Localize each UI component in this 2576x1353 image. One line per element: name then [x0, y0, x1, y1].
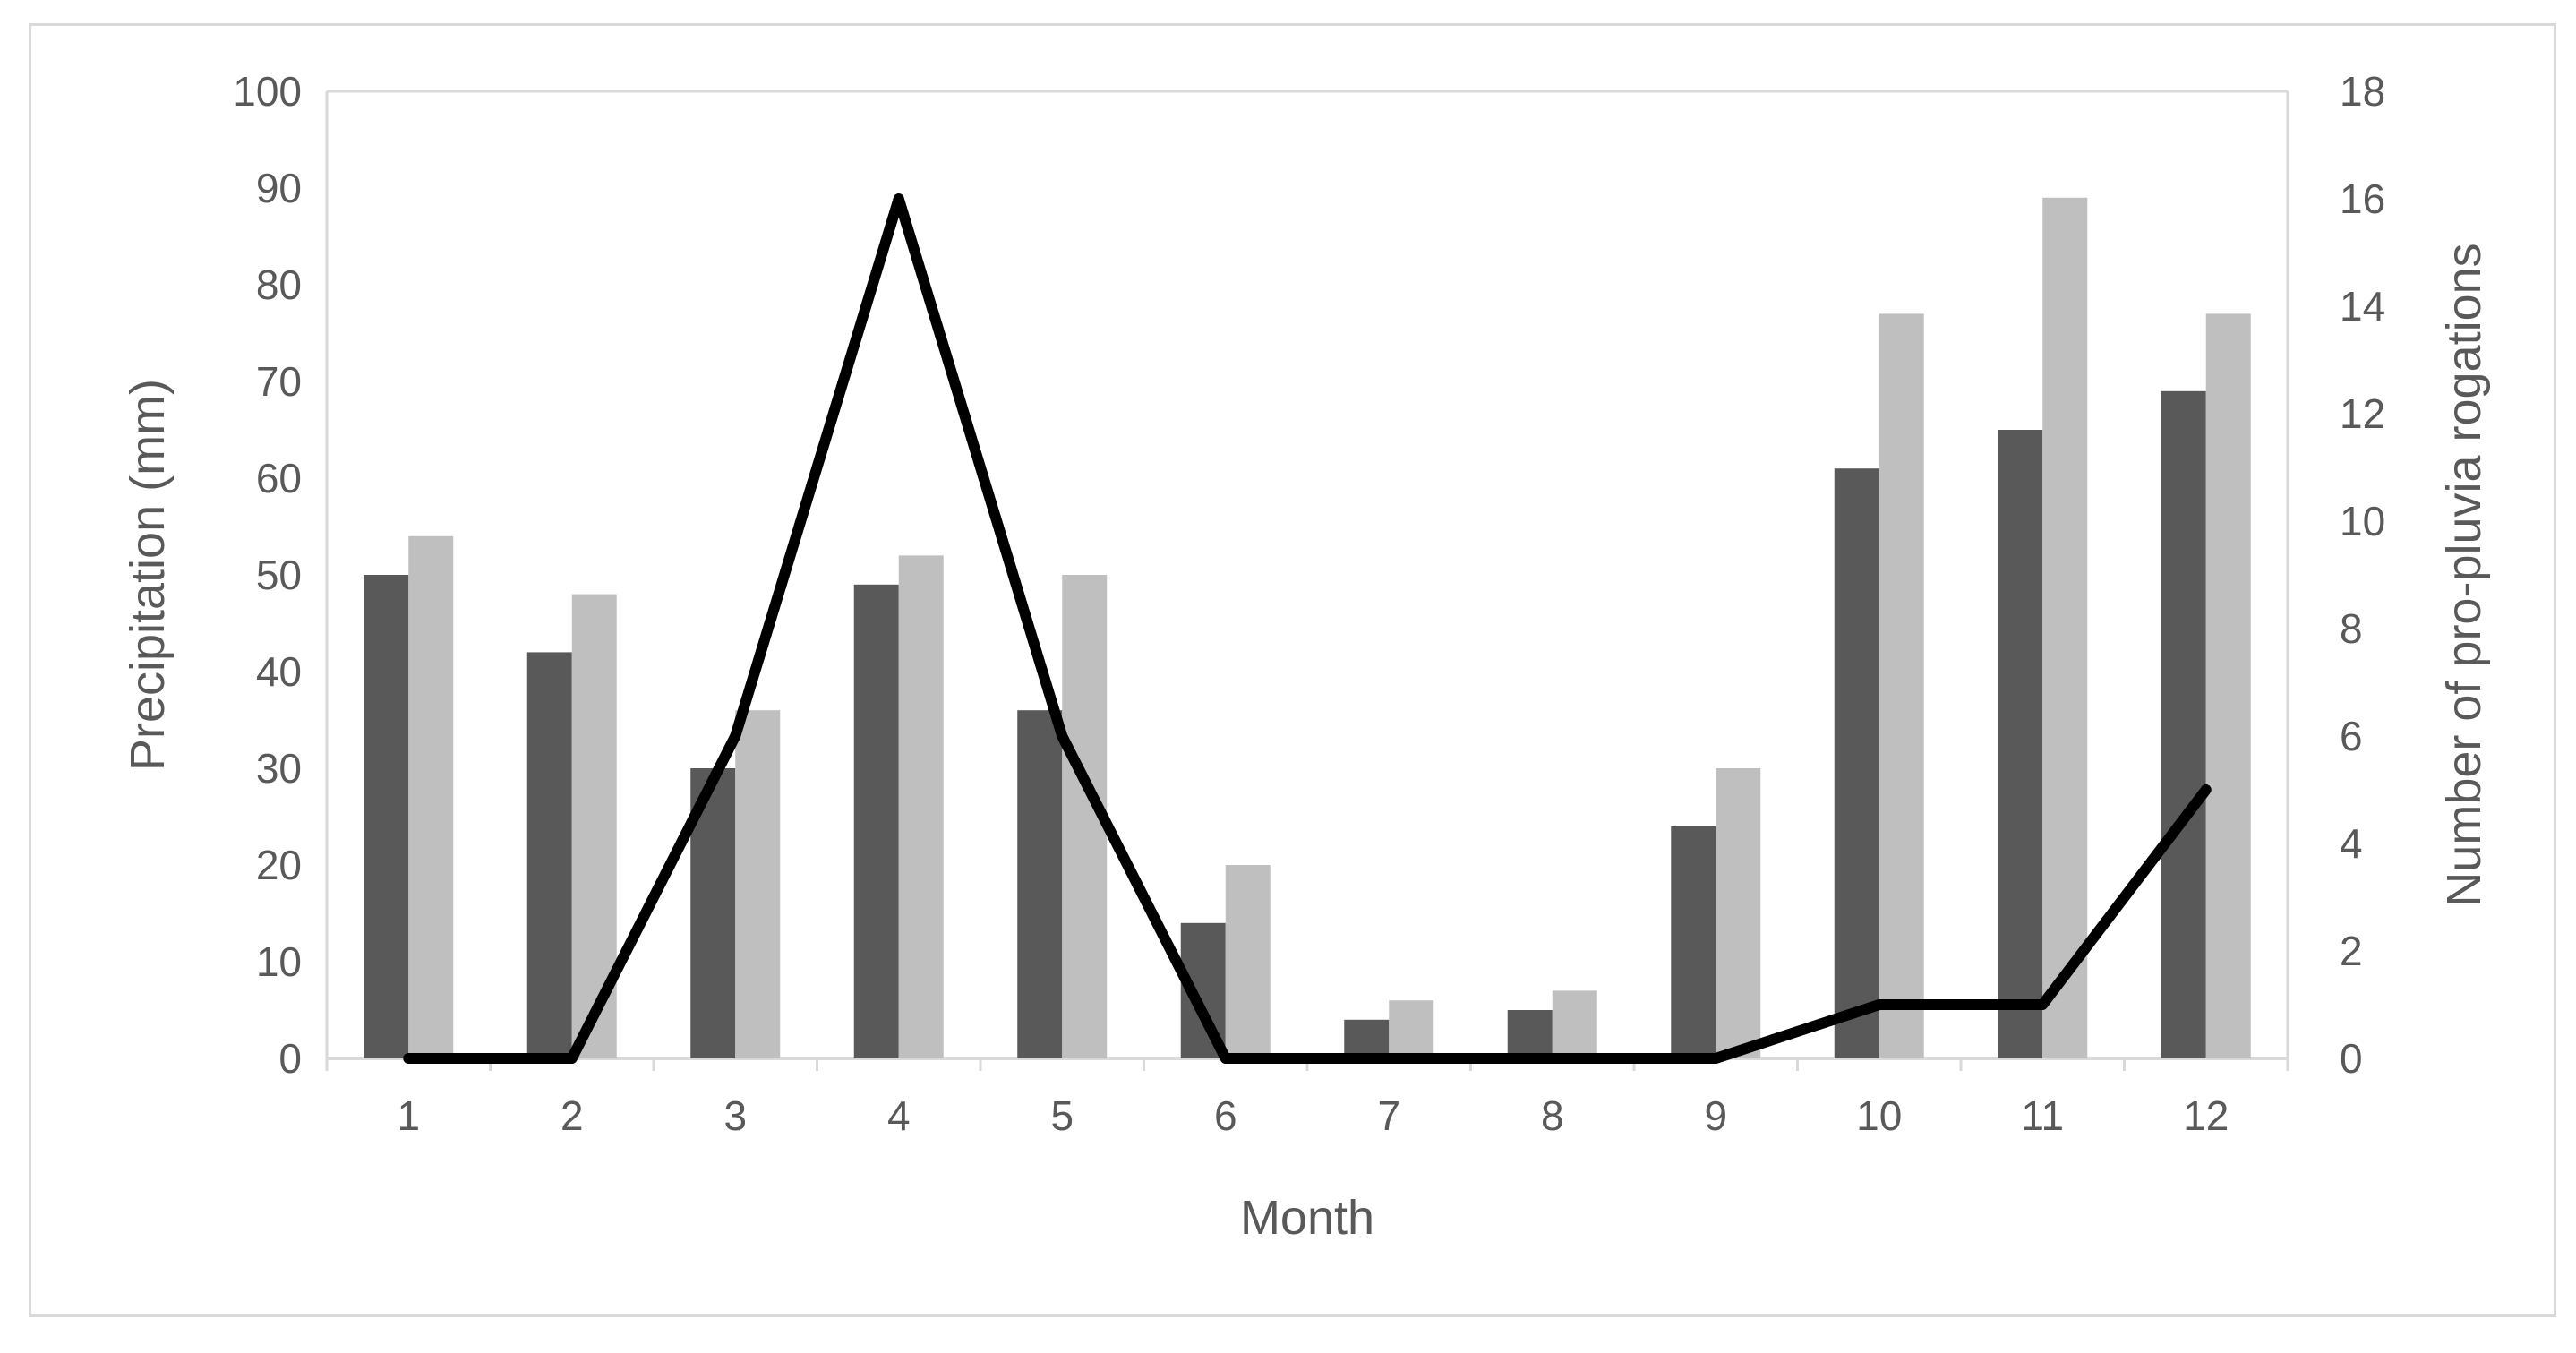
bars — [364, 197, 2251, 1059]
bar-series-1-month-7 — [1344, 1019, 1390, 1058]
right-tick-label: 4 — [2340, 820, 2363, 867]
bar-series-2-month-9 — [1716, 768, 1761, 1058]
bar-series-1-month-8 — [1507, 1010, 1553, 1058]
left-tick-label: 30 — [256, 745, 302, 792]
x-tick-label: 11 — [2021, 1092, 2064, 1139]
right-tick-label: 16 — [2340, 176, 2385, 222]
rogations-point-month-9 — [1715, 1058, 1717, 1059]
x-tick-label: 8 — [1541, 1092, 1564, 1139]
bar-series-2-month-6 — [1225, 865, 1271, 1058]
left-axis-ticks: 0 10 20 30 40 50 60 70 80 90 100 — [233, 68, 302, 1082]
bar-series-2-month-7 — [1389, 1000, 1434, 1058]
bar-series-1-month-2 — [526, 652, 572, 1058]
x-axis-title: Month — [1240, 1191, 1374, 1245]
right-tick-label: 6 — [2340, 713, 2363, 759]
rogations-point-month-6 — [1224, 1058, 1227, 1059]
bar-series-2-month-1 — [408, 535, 454, 1058]
rogations-point-month-2 — [570, 1058, 573, 1059]
right-axis-ticks: 0 2 4 6 8 10 12 14 16 18 — [2340, 68, 2385, 1082]
right-tick-label: 14 — [2340, 283, 2385, 330]
right-tick-label: 2 — [2340, 928, 2363, 974]
left-tick-label: 40 — [256, 648, 302, 695]
right-tick-label: 0 — [2340, 1035, 2363, 1082]
right-tick-label: 10 — [2340, 498, 2385, 544]
x-tick-label: 10 — [1856, 1092, 1902, 1139]
x-tick-label: 3 — [723, 1092, 747, 1139]
rogations-point-month-5 — [1061, 735, 1064, 737]
rogations-point-month-11 — [2041, 1004, 2044, 1006]
x-tick-label: 12 — [2183, 1092, 2229, 1139]
rogations-point-month-12 — [2204, 789, 2207, 791]
right-tick-label: 18 — [2340, 68, 2385, 115]
bar-series-1-month-4 — [853, 584, 899, 1058]
right-axis-title: Number of pro-pluvia rogations — [2437, 243, 2491, 906]
bar-series-1-month-1 — [364, 575, 409, 1058]
x-tick-label: 4 — [887, 1092, 911, 1139]
x-tick-label: 6 — [1214, 1092, 1237, 1139]
bar-series-2-month-8 — [1552, 990, 1597, 1058]
bar-series-2-month-4 — [898, 555, 944, 1058]
rogations-point-month-8 — [1551, 1058, 1553, 1059]
bar-series-1-month-12 — [2161, 390, 2206, 1058]
x-axis-ticks: 1 2 3 4 5 6 7 8 9 10 11 12 — [397, 1092, 2229, 1139]
bar-series-1-month-11 — [1998, 430, 2043, 1058]
plot-area — [325, 90, 2289, 1071]
x-tick-label: 2 — [561, 1092, 584, 1139]
x-tick-label: 5 — [1050, 1092, 1074, 1139]
bar-series-1-month-9 — [1671, 826, 1716, 1058]
left-tick-label: 80 — [256, 261, 302, 308]
left-tick-label: 50 — [256, 552, 302, 598]
left-tick-label: 0 — [278, 1035, 302, 1082]
x-tick-label: 7 — [1377, 1092, 1400, 1139]
x-tick-label: 9 — [1704, 1092, 1727, 1139]
bar-series-1-month-10 — [1834, 468, 1879, 1058]
left-tick-label: 60 — [256, 455, 302, 501]
rogations-point-month-1 — [407, 1058, 410, 1059]
right-tick-label: 12 — [2340, 390, 2385, 437]
rogations-line-path — [403, 193, 2212, 1064]
bar-series-2-month-12 — [2205, 313, 2251, 1058]
left-tick-label: 10 — [256, 938, 302, 985]
rogations-point-month-7 — [1388, 1058, 1391, 1059]
rogations-point-month-3 — [734, 735, 737, 737]
bar-series-2-month-10 — [1879, 313, 1924, 1058]
left-tick-label: 70 — [256, 358, 302, 405]
x-tick-label: 1 — [397, 1092, 420, 1139]
left-tick-label: 100 — [233, 68, 302, 115]
rogations-point-month-10 — [1878, 1004, 1880, 1006]
rogations-line — [403, 193, 2212, 1064]
left-tick-label: 20 — [256, 842, 302, 888]
left-tick-label: 90 — [256, 165, 302, 211]
right-tick-label: 8 — [2340, 605, 2363, 652]
left-axis-title: Precipitation (mm) — [121, 379, 175, 771]
rogations-point-month-4 — [897, 198, 900, 200]
bar-series-2-month-11 — [2042, 197, 2088, 1059]
bar-series-2-month-3 — [735, 710, 781, 1058]
bar-series-1-month-5 — [1017, 710, 1063, 1058]
